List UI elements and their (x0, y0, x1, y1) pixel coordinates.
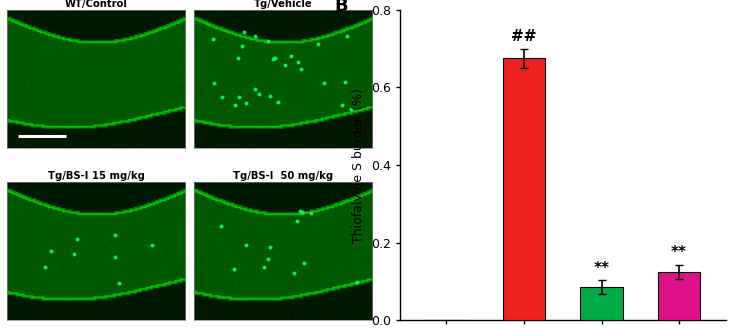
Point (295, 67, 307, 72)
Point (268, 55, 280, 60)
Point (285, 53, 297, 58)
Text: A: A (11, 13, 25, 31)
Point (279, 63, 291, 68)
Point (229, 103, 241, 108)
Point (208, 80, 220, 85)
Point (345, 106, 357, 112)
Text: **: ** (594, 260, 610, 276)
Y-axis label: Thiofalvine S burden (%): Thiofalvine S burden (%) (353, 87, 365, 243)
Point (237, 30, 249, 35)
Title: Tg/BS-I 15 mg/kg: Tg/BS-I 15 mg/kg (48, 172, 145, 182)
Point (295, 208, 306, 214)
Point (237, 44, 248, 49)
Point (262, 256, 273, 261)
Point (146, 243, 158, 248)
Point (228, 266, 240, 271)
Bar (581, 287, 623, 320)
Point (233, 94, 245, 100)
Point (272, 100, 284, 105)
Point (288, 270, 300, 275)
Point (248, 34, 260, 39)
Point (216, 94, 228, 99)
Point (71, 236, 83, 241)
Point (113, 280, 125, 285)
Point (262, 38, 273, 43)
Point (258, 264, 270, 269)
Point (292, 60, 304, 65)
Point (318, 81, 330, 86)
Point (268, 55, 280, 61)
Point (109, 255, 121, 260)
Point (336, 102, 347, 108)
Title: Tg/BS-I  50 mg/kg: Tg/BS-I 50 mg/kg (233, 172, 334, 182)
Point (40, 264, 51, 269)
Point (298, 260, 310, 266)
Text: ##: ## (511, 29, 537, 44)
Point (351, 279, 363, 284)
Point (68, 251, 80, 256)
Point (296, 209, 308, 214)
Point (249, 87, 261, 92)
Point (253, 91, 265, 96)
Point (268, 56, 279, 61)
Point (306, 211, 317, 216)
Point (339, 79, 350, 84)
Point (341, 34, 353, 39)
Point (240, 243, 251, 248)
Point (291, 218, 303, 223)
Bar (503, 58, 545, 320)
Text: B: B (335, 0, 348, 16)
Text: **: ** (671, 245, 687, 260)
Title: Tg/Vehicle: Tg/Vehicle (254, 0, 312, 9)
Bar (658, 272, 701, 320)
Point (265, 93, 276, 98)
Point (240, 101, 252, 106)
Point (312, 41, 324, 46)
Point (232, 56, 244, 61)
Point (45, 248, 57, 253)
Point (109, 232, 121, 237)
Point (215, 223, 226, 228)
Point (207, 37, 219, 42)
Title: WT/Control: WT/Control (65, 0, 128, 9)
Point (264, 245, 276, 250)
